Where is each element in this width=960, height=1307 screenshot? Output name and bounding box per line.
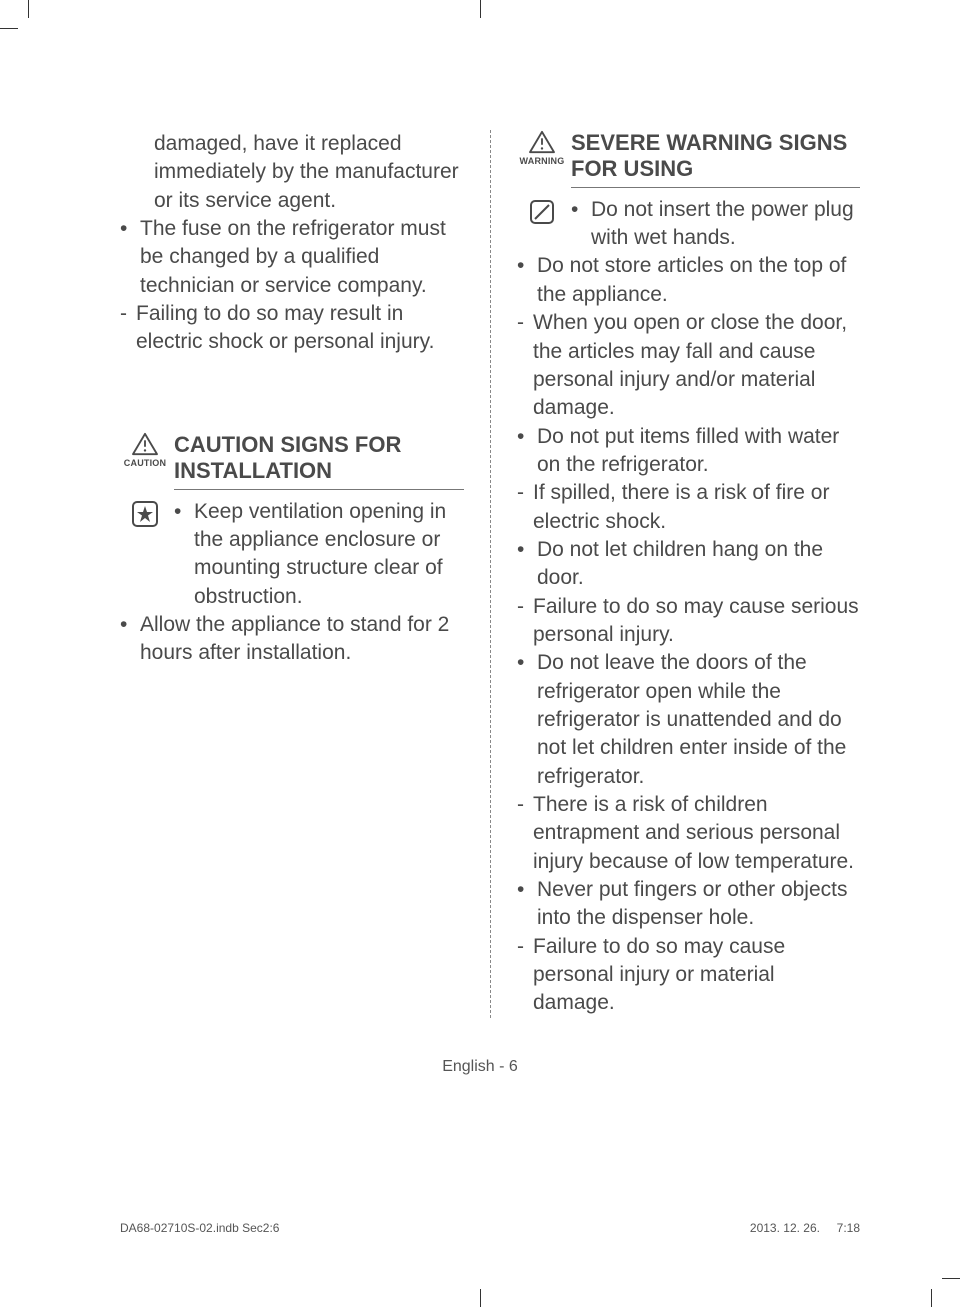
footer: DA68-02710S-02.indb Sec2:6 2013. 12. 26.… [120, 1221, 860, 1235]
bullet-item: • Allow the appliance to stand for 2 hou… [120, 611, 464, 668]
bullet-item: • Never put fingers or other objects int… [517, 876, 860, 933]
warning-label: WARNING [520, 156, 565, 166]
warning-prohibit-row: • Do not insert the power plug with wet … [517, 196, 860, 253]
bullet-mark: • [517, 423, 537, 451]
footer-date: 2013. 12. 26. [750, 1221, 820, 1235]
caution-content: • Keep ventilation opening in the applia… [174, 498, 464, 611]
bullet-text: Do not put items filled with water on th… [537, 423, 860, 480]
right-column: WARNING SEVERE WARNING SIGNS FOR USING •… [490, 130, 860, 1018]
footer-right: 2013. 12. 26. 7:18 [750, 1221, 860, 1235]
dash-mark: - [517, 933, 533, 961]
warning-icon-column: WARNING [517, 130, 567, 166]
page-content: damaged, have it replaced immediately by… [120, 130, 860, 1018]
warning-first-content: • Do not insert the power plug with wet … [571, 196, 860, 253]
warning-heading: SEVERE WARNING SIGNS FOR USING [571, 130, 860, 188]
dash-mark: - [517, 791, 533, 819]
bullet-text: Never put fingers or other objects into … [537, 876, 860, 933]
dash-item: - Failing to do so may result in electri… [120, 300, 464, 357]
dash-text: If spilled, there is a risk of fire or e… [533, 479, 860, 536]
footer-file: DA68-02710S-02.indb Sec2:6 [120, 1221, 279, 1235]
opening-paragraph: damaged, have it replaced immediately by… [120, 130, 464, 215]
bullet-mark: • [517, 536, 537, 564]
dash-text: Failure to do so may cause personal inju… [533, 933, 860, 1018]
warning-triangle-icon [528, 130, 556, 154]
prohibit-icon-column [517, 196, 567, 226]
bullet-mark: • [120, 611, 140, 639]
star-icon-column [120, 498, 170, 528]
caution-star-row: • Keep ventilation opening in the applia… [120, 498, 464, 611]
bullet-item: • Keep ventilation opening in the applia… [174, 498, 464, 611]
prohibit-icon [528, 198, 556, 226]
caution-heading-block: CAUTION CAUTION SIGNS FOR INSTALLATION [120, 432, 464, 490]
bullet-mark: • [571, 196, 591, 253]
dash-item: - Failure to do so may cause personal in… [517, 933, 860, 1018]
caution-label: CAUTION [124, 458, 166, 468]
dash-item: - Failure to do so may cause serious per… [517, 593, 860, 650]
caution-heading: CAUTION SIGNS FOR INSTALLATION [174, 432, 464, 490]
dash-text: There is a risk of children entrapment a… [533, 791, 860, 876]
dash-mark: - [517, 309, 533, 337]
dash-mark: - [517, 593, 533, 621]
bullet-text: Do not let children hang on the door. [537, 536, 860, 593]
bullet-item: • Do not put items filled with water on … [517, 423, 860, 480]
page-number: English - 6 [0, 1058, 960, 1076]
bullet-text: Do not store articles on the top of the … [537, 252, 860, 309]
bullet-text: Allow the appliance to stand for 2 hours… [140, 611, 464, 668]
bullet-item: • The fuse on the refrigerator must be c… [120, 215, 464, 300]
bullet-text: Do not leave the doors of the refrigerat… [537, 649, 860, 791]
dash-item: - There is a risk of children entrapment… [517, 791, 860, 876]
bullet-mark: • [174, 498, 194, 611]
caution-icon-column: CAUTION [120, 432, 170, 468]
bullet-mark: • [517, 252, 537, 280]
bullet-text: Keep ventilation opening in the applianc… [194, 498, 464, 611]
bullet-item: • Do not let children hang on the door. [517, 536, 860, 593]
dash-item: - If spilled, there is a risk of fire or… [517, 479, 860, 536]
dash-mark: - [120, 300, 136, 328]
bullet-text: The fuse on the refrigerator must be cha… [140, 215, 464, 300]
dash-item: - When you open or close the door, the a… [517, 309, 860, 422]
bullet-item: • Do not insert the power plug with wet … [571, 196, 860, 253]
dash-text: Failing to do so may result in electric … [136, 300, 464, 357]
star-box-icon [131, 500, 159, 528]
left-column: damaged, have it replaced immediately by… [120, 130, 490, 1018]
footer-time: 7:18 [837, 1221, 860, 1235]
dash-text: When you open or close the door, the art… [533, 309, 860, 422]
warning-triangle-icon [131, 432, 159, 456]
dash-mark: - [517, 479, 533, 507]
bullet-mark: • [517, 876, 537, 904]
bullet-mark: • [120, 215, 140, 243]
warning-heading-block: WARNING SEVERE WARNING SIGNS FOR USING [517, 130, 860, 188]
bullet-item: • Do not leave the doors of the refriger… [517, 649, 860, 791]
dash-text: Failure to do so may cause serious perso… [533, 593, 860, 650]
bullet-mark: • [517, 649, 537, 677]
bullet-item: • Do not store articles on the top of th… [517, 252, 860, 309]
bullet-text: Do not insert the power plug with wet ha… [591, 196, 860, 253]
